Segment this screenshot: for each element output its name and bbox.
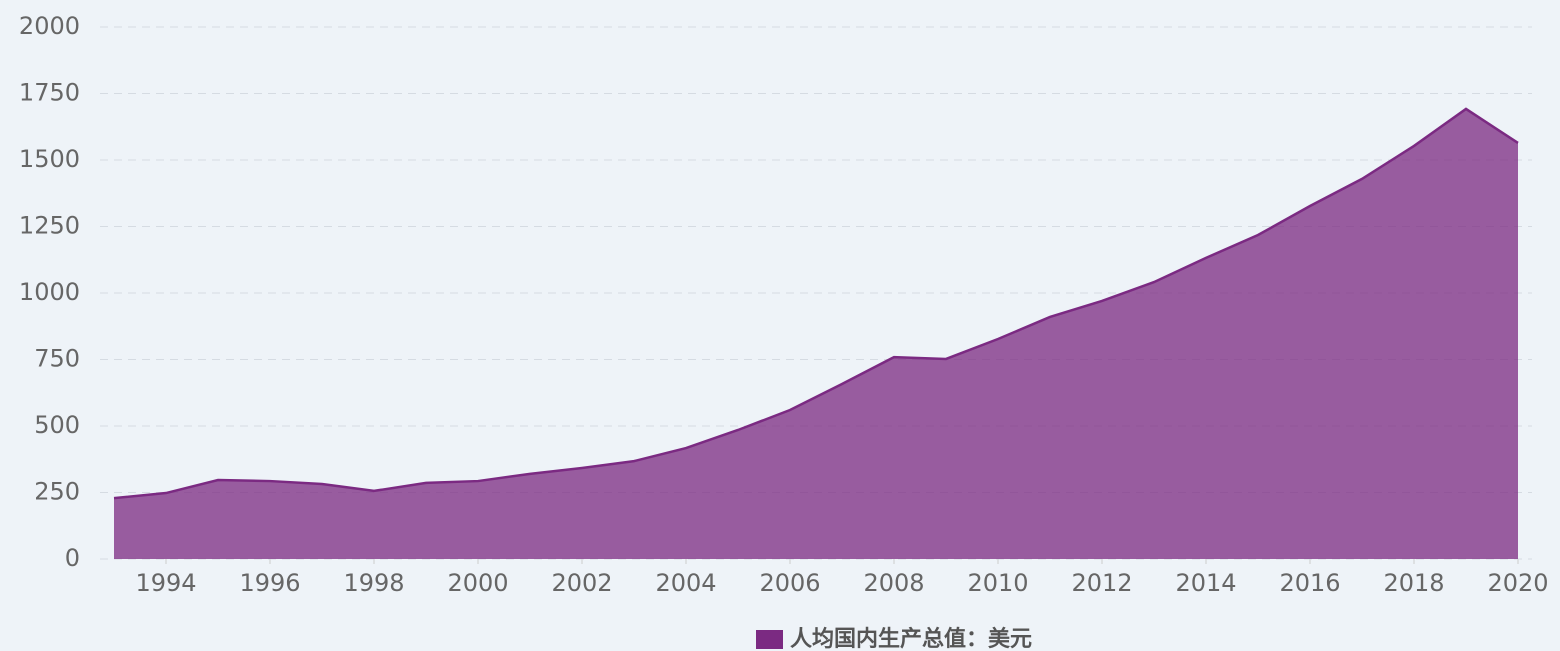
x-tick-label: 2000 — [447, 569, 508, 597]
x-tick-label: 1994 — [135, 569, 196, 597]
x-tick-label: 2010 — [967, 569, 1028, 597]
legend-swatch — [756, 630, 783, 649]
y-tick-label: 1500 — [19, 145, 80, 173]
legend-label: 人均国内生产总值：美元 — [790, 626, 1032, 651]
x-tick-label: 2016 — [1279, 569, 1340, 597]
x-tick-label: 2018 — [1383, 569, 1444, 597]
y-tick-label: 0 — [65, 544, 80, 572]
y-tick-label: 1750 — [19, 79, 80, 107]
y-tick-label: 1000 — [19, 278, 80, 306]
x-tick-label: 1996 — [239, 569, 300, 597]
y-tick-label: 250 — [34, 478, 80, 506]
y-tick-label: 500 — [34, 411, 80, 439]
x-tick-label: 1998 — [343, 569, 404, 597]
x-tick-label: 2006 — [759, 569, 820, 597]
x-tick-label: 2020 — [1487, 569, 1548, 597]
area-line — [113, 107, 1519, 500]
x-tick-label: 2014 — [1175, 569, 1236, 597]
x-tick-label: 2008 — [863, 569, 924, 597]
x-tick-label: 2002 — [551, 569, 612, 597]
area-fill — [114, 108, 1518, 559]
x-tick-label: 2012 — [1071, 569, 1132, 597]
y-tick-label: 1250 — [19, 212, 80, 240]
x-tick-label: 2004 — [655, 569, 716, 597]
y-tick-label: 2000 — [19, 12, 80, 40]
y-tick-label: 750 — [34, 345, 80, 373]
